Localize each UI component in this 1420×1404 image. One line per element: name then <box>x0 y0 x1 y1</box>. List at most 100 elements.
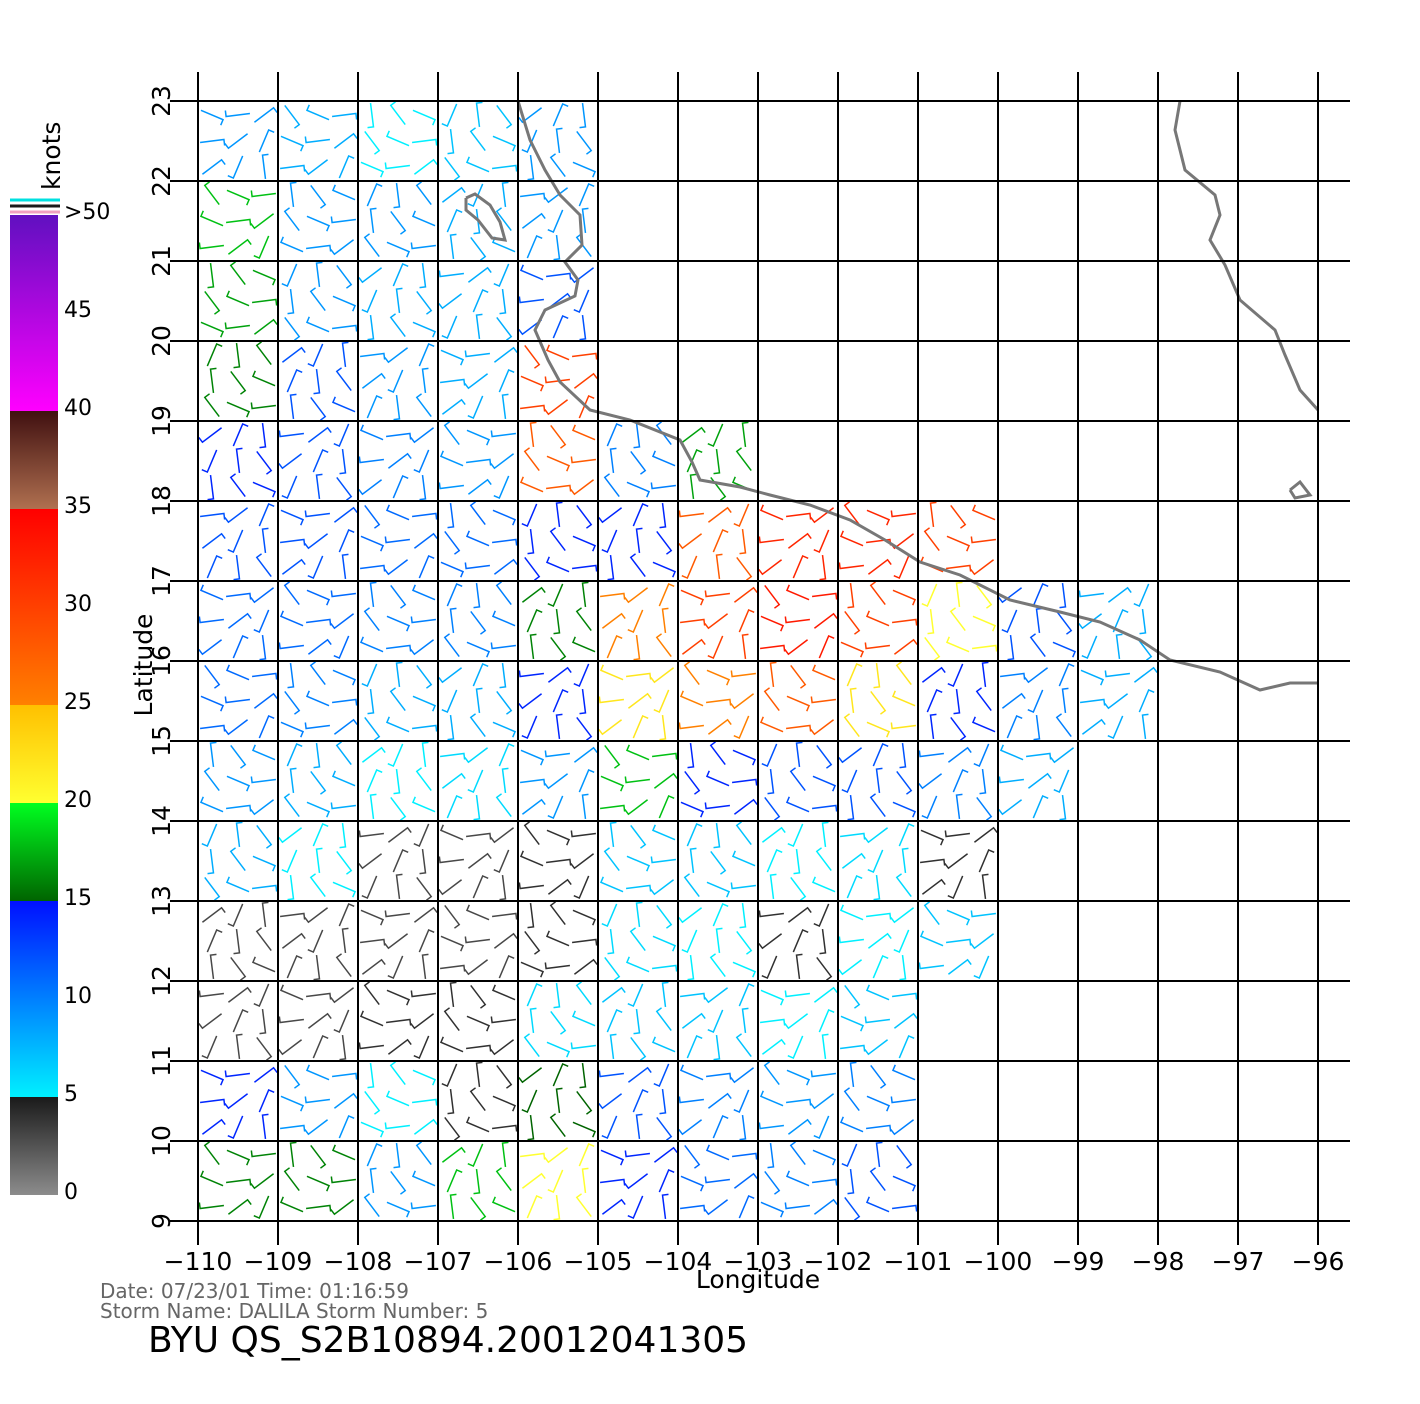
wind-barb <box>653 1063 670 1088</box>
y-tick-label: 12 <box>147 965 176 997</box>
wind-barb <box>730 670 757 678</box>
wind-barb <box>759 1090 784 1107</box>
wind-barb <box>467 852 492 869</box>
wind-barb <box>341 927 349 954</box>
wind-barb <box>738 982 755 1007</box>
wind-barb <box>919 930 944 947</box>
wind-barb <box>549 901 566 926</box>
wind-barb <box>945 636 970 653</box>
wind-barb <box>225 664 250 681</box>
wind-barb <box>251 672 278 680</box>
wind-barb <box>571 352 598 360</box>
wind-barb <box>1081 635 1098 660</box>
wind-barb <box>441 1063 458 1088</box>
wind-barb <box>332 881 357 898</box>
wind-barb <box>413 906 438 923</box>
wind-barb <box>784 639 809 656</box>
wind-barb <box>812 775 837 792</box>
wind-barb <box>230 370 247 395</box>
wind-barb <box>411 512 438 520</box>
wind-barb <box>865 1124 892 1132</box>
wind-barb <box>278 1016 305 1024</box>
wind-barb <box>392 262 409 287</box>
wind-barb <box>283 581 300 606</box>
wind-barb <box>518 693 543 710</box>
wind-barb <box>467 395 484 420</box>
wind-barb <box>550 424 567 449</box>
wind-barb <box>253 1066 278 1083</box>
wind-barb <box>976 584 993 609</box>
wind-barb <box>255 927 272 952</box>
wind-barb <box>465 530 490 547</box>
wind-barb <box>207 474 215 501</box>
wind-barb <box>473 1168 481 1195</box>
wind-barb <box>491 1196 516 1213</box>
wind-barb <box>847 794 855 821</box>
wind-barb <box>289 181 297 208</box>
wind-barb <box>710 850 727 875</box>
wind-barb <box>686 822 703 847</box>
wind-barb <box>790 876 807 901</box>
wind-barb <box>571 1010 596 1027</box>
wind-barb <box>367 102 375 129</box>
wind-barb <box>527 528 535 555</box>
wind-barb <box>305 104 330 121</box>
wind-barb <box>204 876 221 901</box>
wind-barb <box>625 956 650 973</box>
wind-barb <box>758 910 785 918</box>
x-tick-label: −104 <box>644 1247 713 1276</box>
wind-barb <box>491 610 516 627</box>
wind-barb <box>955 581 963 608</box>
wind-barb <box>767 768 775 795</box>
wind-barb <box>447 502 455 529</box>
wind-barb <box>706 669 731 686</box>
wind-barb <box>306 589 331 606</box>
wind-barb <box>572 161 597 178</box>
wind-barb <box>465 1044 492 1052</box>
wind-barb <box>200 109 225 126</box>
wind-barb <box>519 1152 546 1160</box>
wind-barb <box>578 768 595 793</box>
wind-barb <box>784 990 811 998</box>
wind-barb <box>629 553 646 578</box>
wind-barb <box>413 449 430 474</box>
wind-barb <box>658 582 675 607</box>
wind-barb <box>866 721 891 738</box>
wind-barb <box>687 742 695 769</box>
wind-barb <box>630 824 647 849</box>
wind-barb <box>310 184 327 209</box>
wind-barb <box>707 423 724 448</box>
wind-barb <box>555 713 563 740</box>
wind-barb <box>253 1195 270 1220</box>
wind-barb <box>658 1168 675 1193</box>
wind-barb <box>973 955 990 980</box>
wind-barb <box>818 634 835 659</box>
wind-barb <box>633 422 641 449</box>
wind-barb <box>439 1036 464 1053</box>
wind-barb <box>787 1035 804 1060</box>
wind-barb <box>387 826 412 843</box>
wind-barb <box>1115 633 1123 660</box>
wind-barb <box>333 1092 358 1109</box>
wind-barb <box>201 449 218 474</box>
wind-barb <box>731 1152 758 1160</box>
wind-barb <box>553 982 561 1009</box>
wind-barb <box>678 533 703 550</box>
wind-barb <box>659 1088 667 1115</box>
wind-barb <box>651 1036 676 1053</box>
wind-barb <box>655 633 672 658</box>
wind-barb <box>416 876 433 901</box>
wind-barb <box>547 795 564 820</box>
wind-barb <box>975 687 992 712</box>
wind-barb <box>393 1142 401 1169</box>
wind-barb <box>443 1007 460 1032</box>
wind-barb <box>839 904 864 921</box>
wind-barb <box>389 101 406 126</box>
info-line: Storm Name: DALILA Storm Number: 5 <box>100 1299 488 1323</box>
wind-barb <box>892 589 917 606</box>
x-tick-label: −102 <box>804 1247 873 1276</box>
wind-barb <box>475 1061 483 1088</box>
wind-barb <box>821 821 829 848</box>
wind-barb <box>416 290 433 315</box>
wind-barb <box>330 590 357 598</box>
